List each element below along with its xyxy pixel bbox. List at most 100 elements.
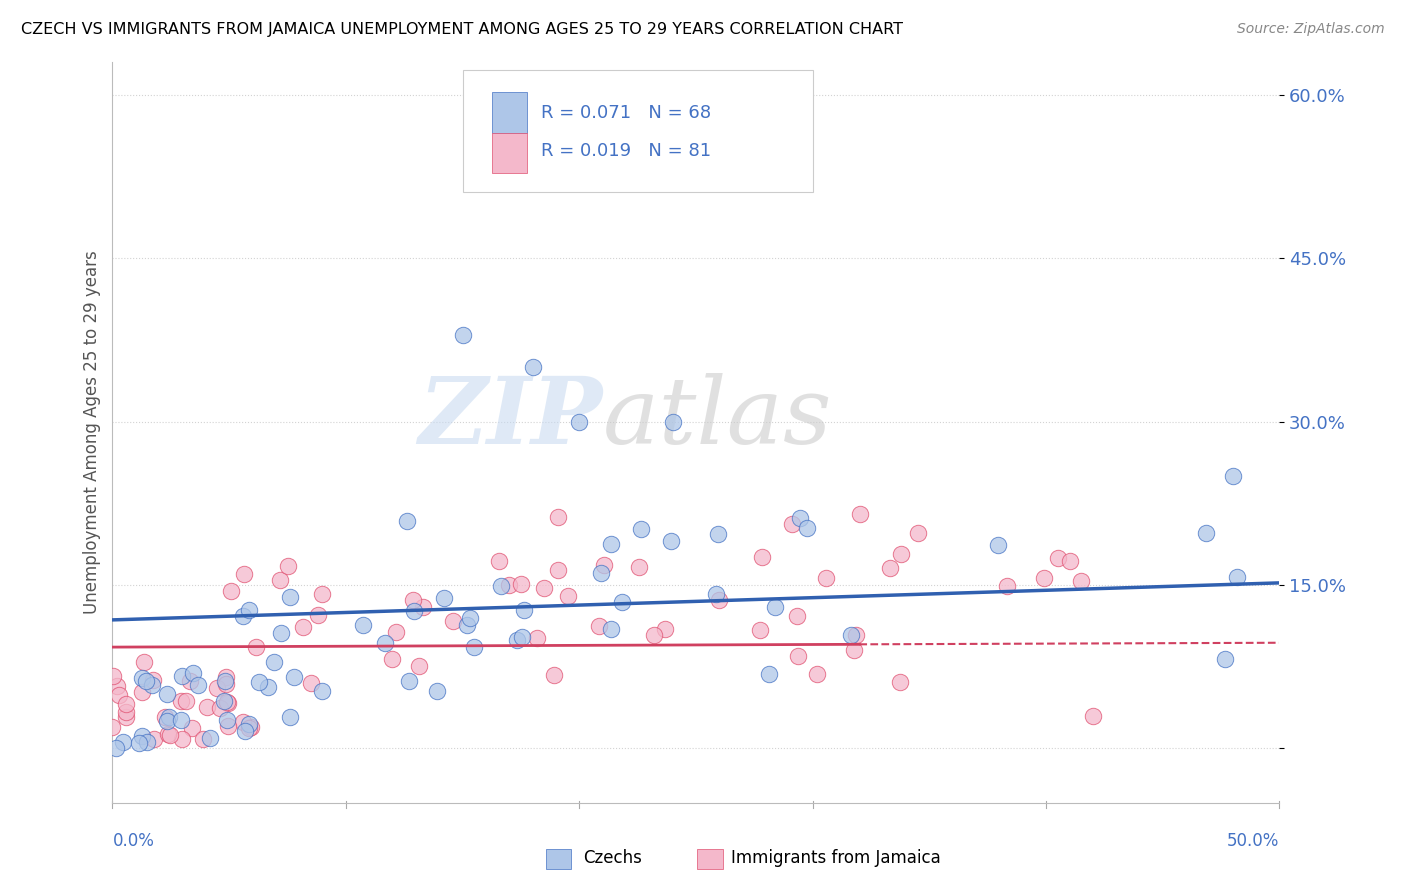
Point [1059, 554, 1081, 568]
Point [510, 630, 533, 644]
Point [630, 522, 652, 536]
Point [451, 327, 474, 342]
Point [491, 579, 513, 593]
Point [381, 651, 404, 665]
Point [155, 710, 177, 724]
Point [238, 721, 260, 735]
Point [170, 694, 193, 708]
Point [748, 623, 770, 637]
Text: Source: ZipAtlas.com: Source: ZipAtlas.com [1237, 22, 1385, 37]
Point [506, 633, 529, 648]
FancyBboxPatch shape [492, 133, 527, 173]
Point [1222, 469, 1244, 483]
Point [385, 625, 408, 640]
Text: 0.0%: 0.0% [112, 832, 155, 850]
Point [600, 623, 623, 637]
Point [159, 728, 181, 742]
Point [395, 514, 418, 528]
Point [114, 710, 136, 724]
Point [1081, 708, 1104, 723]
Point [510, 577, 533, 591]
Point [217, 719, 239, 733]
Point [283, 670, 305, 684]
Point [270, 625, 292, 640]
Point [215, 676, 238, 690]
Point [588, 619, 610, 633]
Point [526, 631, 548, 645]
Point [105, 740, 128, 755]
Point [612, 594, 634, 608]
Point [543, 668, 565, 682]
Point [889, 674, 911, 689]
Point [786, 608, 808, 623]
Point [214, 670, 236, 684]
Point [278, 591, 301, 605]
Point [112, 735, 135, 749]
Point [307, 608, 329, 623]
Point [841, 628, 863, 642]
Point [238, 603, 260, 617]
Point [214, 674, 236, 689]
Point [1033, 571, 1056, 585]
Point [217, 697, 239, 711]
Text: ZIP: ZIP [419, 373, 603, 463]
Point [557, 590, 579, 604]
Text: 50.0%: 50.0% [1227, 832, 1279, 850]
Text: Immigrants from Jamaica: Immigrants from Jamaica [731, 849, 941, 867]
Point [568, 415, 591, 429]
Point [135, 674, 157, 689]
Point [512, 602, 534, 616]
Point [643, 628, 665, 642]
Point [172, 669, 194, 683]
Point [257, 680, 280, 694]
Point [205, 681, 228, 695]
Text: R = 0.071   N = 68: R = 0.071 N = 68 [541, 103, 711, 122]
Point [614, 143, 637, 157]
Point [907, 526, 929, 541]
Point [402, 604, 425, 618]
Point [191, 732, 214, 747]
Point [245, 640, 267, 654]
Point [398, 673, 420, 688]
Point [115, 697, 138, 711]
Point [221, 584, 243, 599]
Point [661, 415, 683, 429]
Point [707, 527, 730, 541]
Point [1046, 550, 1069, 565]
Point [103, 669, 125, 683]
Point [488, 554, 510, 568]
FancyBboxPatch shape [492, 93, 527, 133]
Point [156, 687, 179, 701]
Point [263, 656, 285, 670]
Point [352, 617, 374, 632]
Point [131, 685, 153, 699]
Point [195, 700, 218, 714]
Point [278, 710, 301, 724]
Point [751, 550, 773, 565]
Point [441, 614, 464, 628]
Point [1195, 525, 1218, 540]
Point [232, 566, 254, 581]
Point [108, 688, 131, 702]
Point [170, 713, 193, 727]
Point [143, 732, 166, 747]
Point [240, 720, 263, 734]
Point [659, 533, 682, 548]
Point [763, 599, 786, 614]
Point [131, 729, 153, 743]
Point [758, 666, 780, 681]
Point [269, 573, 291, 587]
Point [498, 577, 520, 591]
Point [987, 538, 1010, 552]
Point [426, 683, 449, 698]
Point [547, 509, 569, 524]
Point [157, 710, 180, 724]
Point [156, 714, 179, 729]
Point [879, 561, 901, 575]
Point [706, 587, 728, 601]
Point [408, 658, 430, 673]
Point [142, 673, 165, 687]
Point [311, 587, 333, 601]
Point [311, 684, 333, 698]
Point [1213, 652, 1236, 666]
